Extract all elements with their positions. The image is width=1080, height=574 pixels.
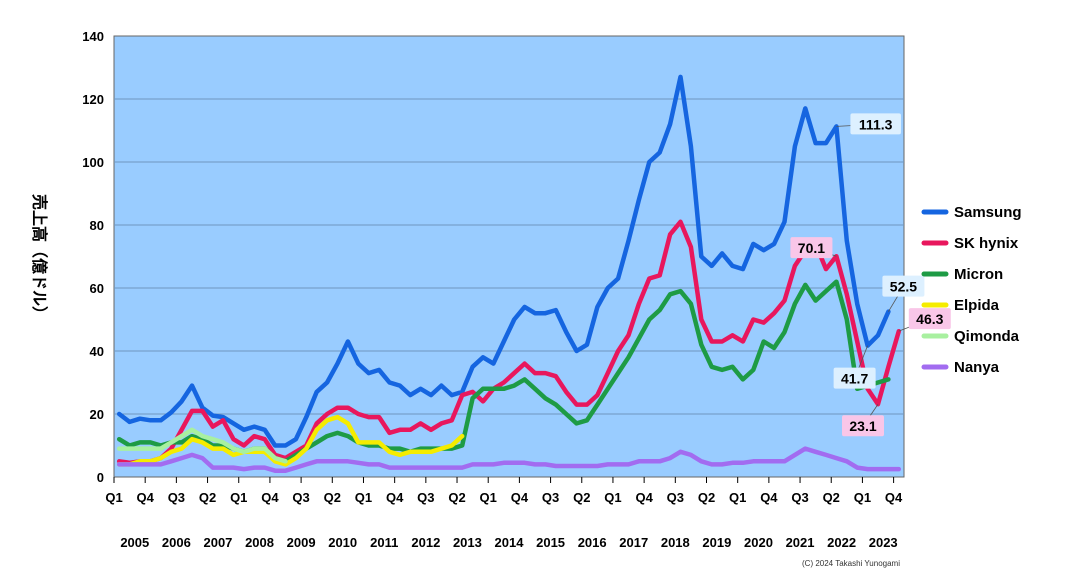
quarter-tick-label: Q4 [885,490,903,505]
quarter-tick-label: Q4 [511,490,529,505]
series-line-elpida [116,414,465,467]
quarter-tick-label: Q2 [823,490,840,505]
annotation-box [908,308,951,330]
annotation-value: 70.1 [798,240,825,256]
quarter-tick-label: Q3 [791,490,808,505]
annotations: 111.3 70.1 52.5 46.3 41.7 23.1 [790,113,951,437]
year-tick-label: 2023 [869,535,898,550]
year-tick-label: 2018 [661,535,690,550]
quarter-tick-label: Q2 [698,490,715,505]
year-tick-label: 2008 [245,535,274,550]
series-line-nanya [116,446,902,473]
x-axis: Q1 Q4 Q3 Q2 Q1 Q4 Q3 Q2 Q1 Q4 Q3 Q2 Q1 Q4 Q3 Q2 Q1 Q4 Q3 Q2… [105,477,903,550]
annotation-value: 111.3 [859,116,893,132]
series-line-qimonda [116,427,288,464]
legend: Samsung SK hynix Micron Elpida Qimonda Nanya [921,204,1022,376]
legend-label: Micron [954,266,1003,283]
quarter-tick-label: Q1 [604,490,621,505]
year-tick-label: 2017 [619,535,648,550]
quarter-tick-label: Q3 [542,490,559,505]
series-lines [116,74,902,473]
legend-label: Elpida [954,297,1000,314]
year-tick-label: 2005 [120,535,149,550]
y-axis: 0 20 40 60 80 100 120 140 [82,29,104,485]
y-tick-label: 140 [82,29,104,44]
annotation-box [882,275,925,297]
quarter-tick-label: Q2 [573,490,590,505]
annotation-value: 52.5 [890,279,917,295]
year-tick-label: 2010 [328,535,357,550]
legend-label: SK hynix [954,235,1019,252]
quarter-tick-label: Q4 [760,490,778,505]
credit-text: (C) 2024 Takashi Yunogami [802,559,900,568]
year-tick-label: 2009 [287,535,316,550]
year-tick-label: 2013 [453,535,482,550]
quarter-tick-label: Q2 [448,490,465,505]
annotation-box [833,367,876,389]
annotation-box [842,415,885,437]
quarter-tick-label: Q3 [667,490,684,505]
y-tick-label: 0 [97,470,104,485]
series-line-sk-hynix [116,219,902,466]
year-tick-label: 2015 [536,535,565,550]
year-tick-label: 2011 [370,535,398,550]
annotation-value: 41.7 [841,371,868,387]
quarter-tick-label: Q1 [230,490,247,505]
y-tick-label: 80 [90,218,104,233]
year-tick-label: 2012 [411,535,440,550]
y-tick-label: 20 [90,407,104,422]
y-tick-label: 100 [82,155,104,170]
quarter-tick-label: Q1 [729,490,746,505]
annotation-box [790,237,833,259]
series-line-samsung [116,74,891,448]
y-axis-label: 売上高（億ドル） [30,194,49,322]
annotation-box [850,113,901,135]
year-tick-label: 2016 [578,535,607,550]
year-tick-label: 2006 [162,535,191,550]
grid-lines [114,98,904,415]
year-tick-label: 2020 [744,535,773,550]
legend-label: Nanya [954,359,1000,376]
plot-area [113,35,905,478]
annotation-value: 46.3 [916,311,943,327]
quarter-tick-label: Q1 [105,490,122,505]
year-tick-label: 2021 [786,535,815,550]
legend-label: Qimonda [954,328,1020,345]
y-tick-label: 120 [82,92,104,107]
year-tick-label: 2019 [702,535,731,550]
annotation-value: 23.1 [849,418,876,434]
quarter-tick-label: Q4 [137,490,155,505]
legend-label: Samsung [954,204,1022,221]
year-tick-label: 2014 [495,535,525,550]
quarter-tick-label: Q2 [199,490,216,505]
quarter-tick-label: Q1 [355,490,372,505]
quarter-tick-label: Q1 [854,490,871,505]
y-tick-label: 40 [90,344,104,359]
quarter-tick-label: Q4 [386,490,404,505]
quarter-tick-label: Q3 [417,490,434,505]
quarter-tick-label: Q2 [324,490,341,505]
quarter-tick-label: Q3 [292,490,309,505]
quarter-tick-label: Q1 [480,490,497,505]
year-tick-label: 2007 [203,535,232,550]
quarter-tick-label: Q3 [168,490,185,505]
quarter-tick-label: Q4 [635,490,653,505]
y-tick-label: 60 [90,281,104,296]
year-tick-label: 2022 [827,535,856,550]
quarter-tick-label: Q4 [261,490,279,505]
